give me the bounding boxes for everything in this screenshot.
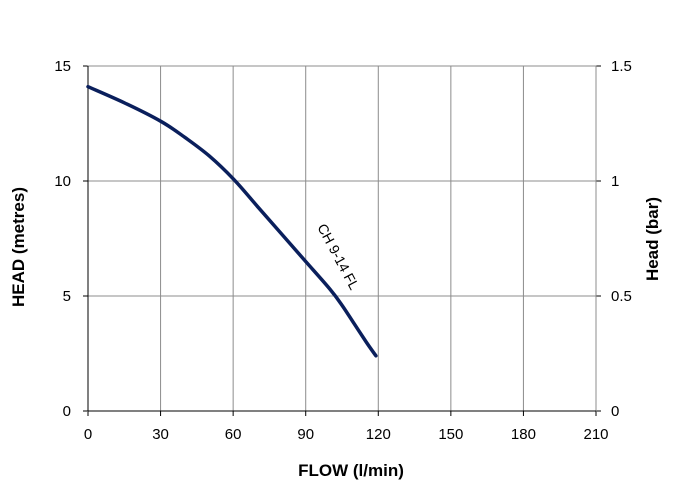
x-tick-label: 180 bbox=[511, 426, 536, 443]
y-left-tick-label: 10 bbox=[54, 173, 71, 190]
y-right-tick-label: 0.5 bbox=[611, 288, 632, 305]
x-tick-label: 210 bbox=[583, 426, 608, 443]
y-left-tick-label: 15 bbox=[54, 58, 71, 75]
series-line bbox=[86, 84, 378, 358]
y-right-tick-labels: 0 0.5 1 1.5 bbox=[611, 58, 632, 420]
y-left-tick-labels: 0 5 10 15 bbox=[54, 58, 71, 420]
y-left-axis-title: HEAD (metres) bbox=[9, 187, 28, 307]
y-right-tick-label: 1.5 bbox=[611, 58, 632, 75]
y-right-axis-title: Head (bar) bbox=[643, 197, 662, 281]
y-right-tick-label: 1 bbox=[611, 173, 619, 190]
x-tick-label: 150 bbox=[438, 426, 463, 443]
x-tick-label: 90 bbox=[297, 426, 314, 443]
x-tick-label: 60 bbox=[225, 426, 242, 443]
x-tick-label: 30 bbox=[152, 426, 169, 443]
plot-frame bbox=[87, 65, 597, 412]
x-axis-title: FLOW (l/min) bbox=[298, 461, 404, 480]
y-left-tick-label: 5 bbox=[63, 288, 71, 305]
x-tick-labels: 0 30 60 90 120 150 180 210 bbox=[84, 426, 609, 443]
axes bbox=[83, 65, 601, 416]
series-group bbox=[86, 84, 378, 358]
grid bbox=[88, 66, 596, 411]
y-right-tick-label: 0 bbox=[611, 403, 619, 420]
x-tick-label: 120 bbox=[366, 426, 391, 443]
x-tick-label: 0 bbox=[84, 426, 92, 443]
y-left-tick-label: 0 bbox=[63, 403, 71, 420]
